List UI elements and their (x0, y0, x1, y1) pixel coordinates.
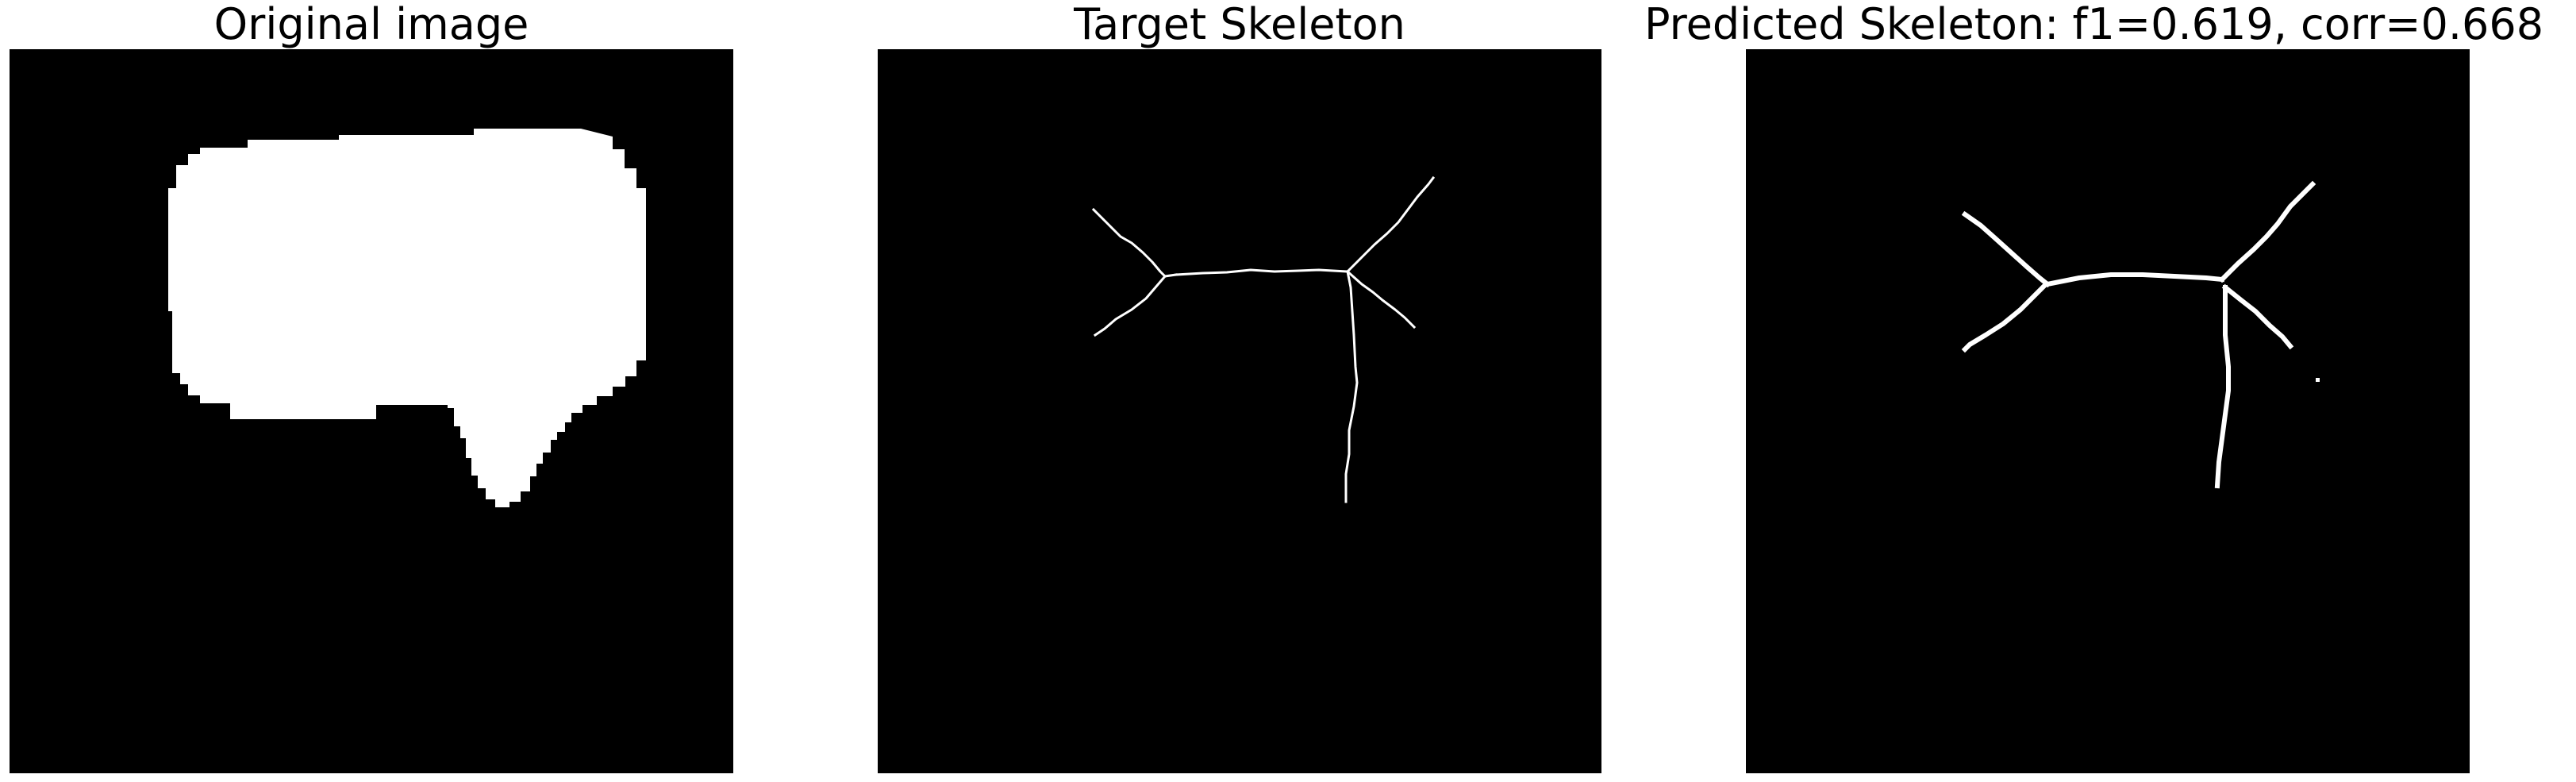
target-branch-lower-left (1093, 274, 1167, 337)
predicted-stray-pixel (2316, 378, 2320, 382)
predicted-skeleton-panel (1746, 49, 2470, 773)
original-image-title: Original image (213, 0, 529, 49)
predicted-skeleton-canvas (1961, 180, 2320, 489)
predicted-skeleton-title: Predicted Skeleton: f1=0.619, corr=0.668 (1644, 0, 2544, 49)
predicted-branch-lower-left (1961, 280, 2050, 353)
predicted-branch-upper-left (1961, 210, 2051, 288)
target-skeleton-canvas (1091, 175, 1436, 503)
original-image-panel (10, 49, 733, 773)
original-image-canvas (168, 129, 646, 507)
predicted-branch-upper-right (2218, 180, 2316, 283)
target-branch-lower-right (1345, 269, 1417, 329)
predicted-branch-lower-right (2221, 283, 2294, 350)
target-branch-upper-right (1345, 175, 1436, 274)
predicted-branch-top-horizontal (2044, 272, 2225, 287)
speech-bubble-shape (168, 129, 646, 507)
target-branch-upper-left (1091, 207, 1178, 278)
predicted-branch-vertical (2214, 285, 2231, 489)
target-skeleton-panel (878, 49, 1601, 773)
target-skeleton-title: Target Skeleton (1074, 0, 1405, 49)
target-branch-top-horizontal (1175, 268, 1349, 276)
target-branch-vertical (1344, 270, 1359, 503)
